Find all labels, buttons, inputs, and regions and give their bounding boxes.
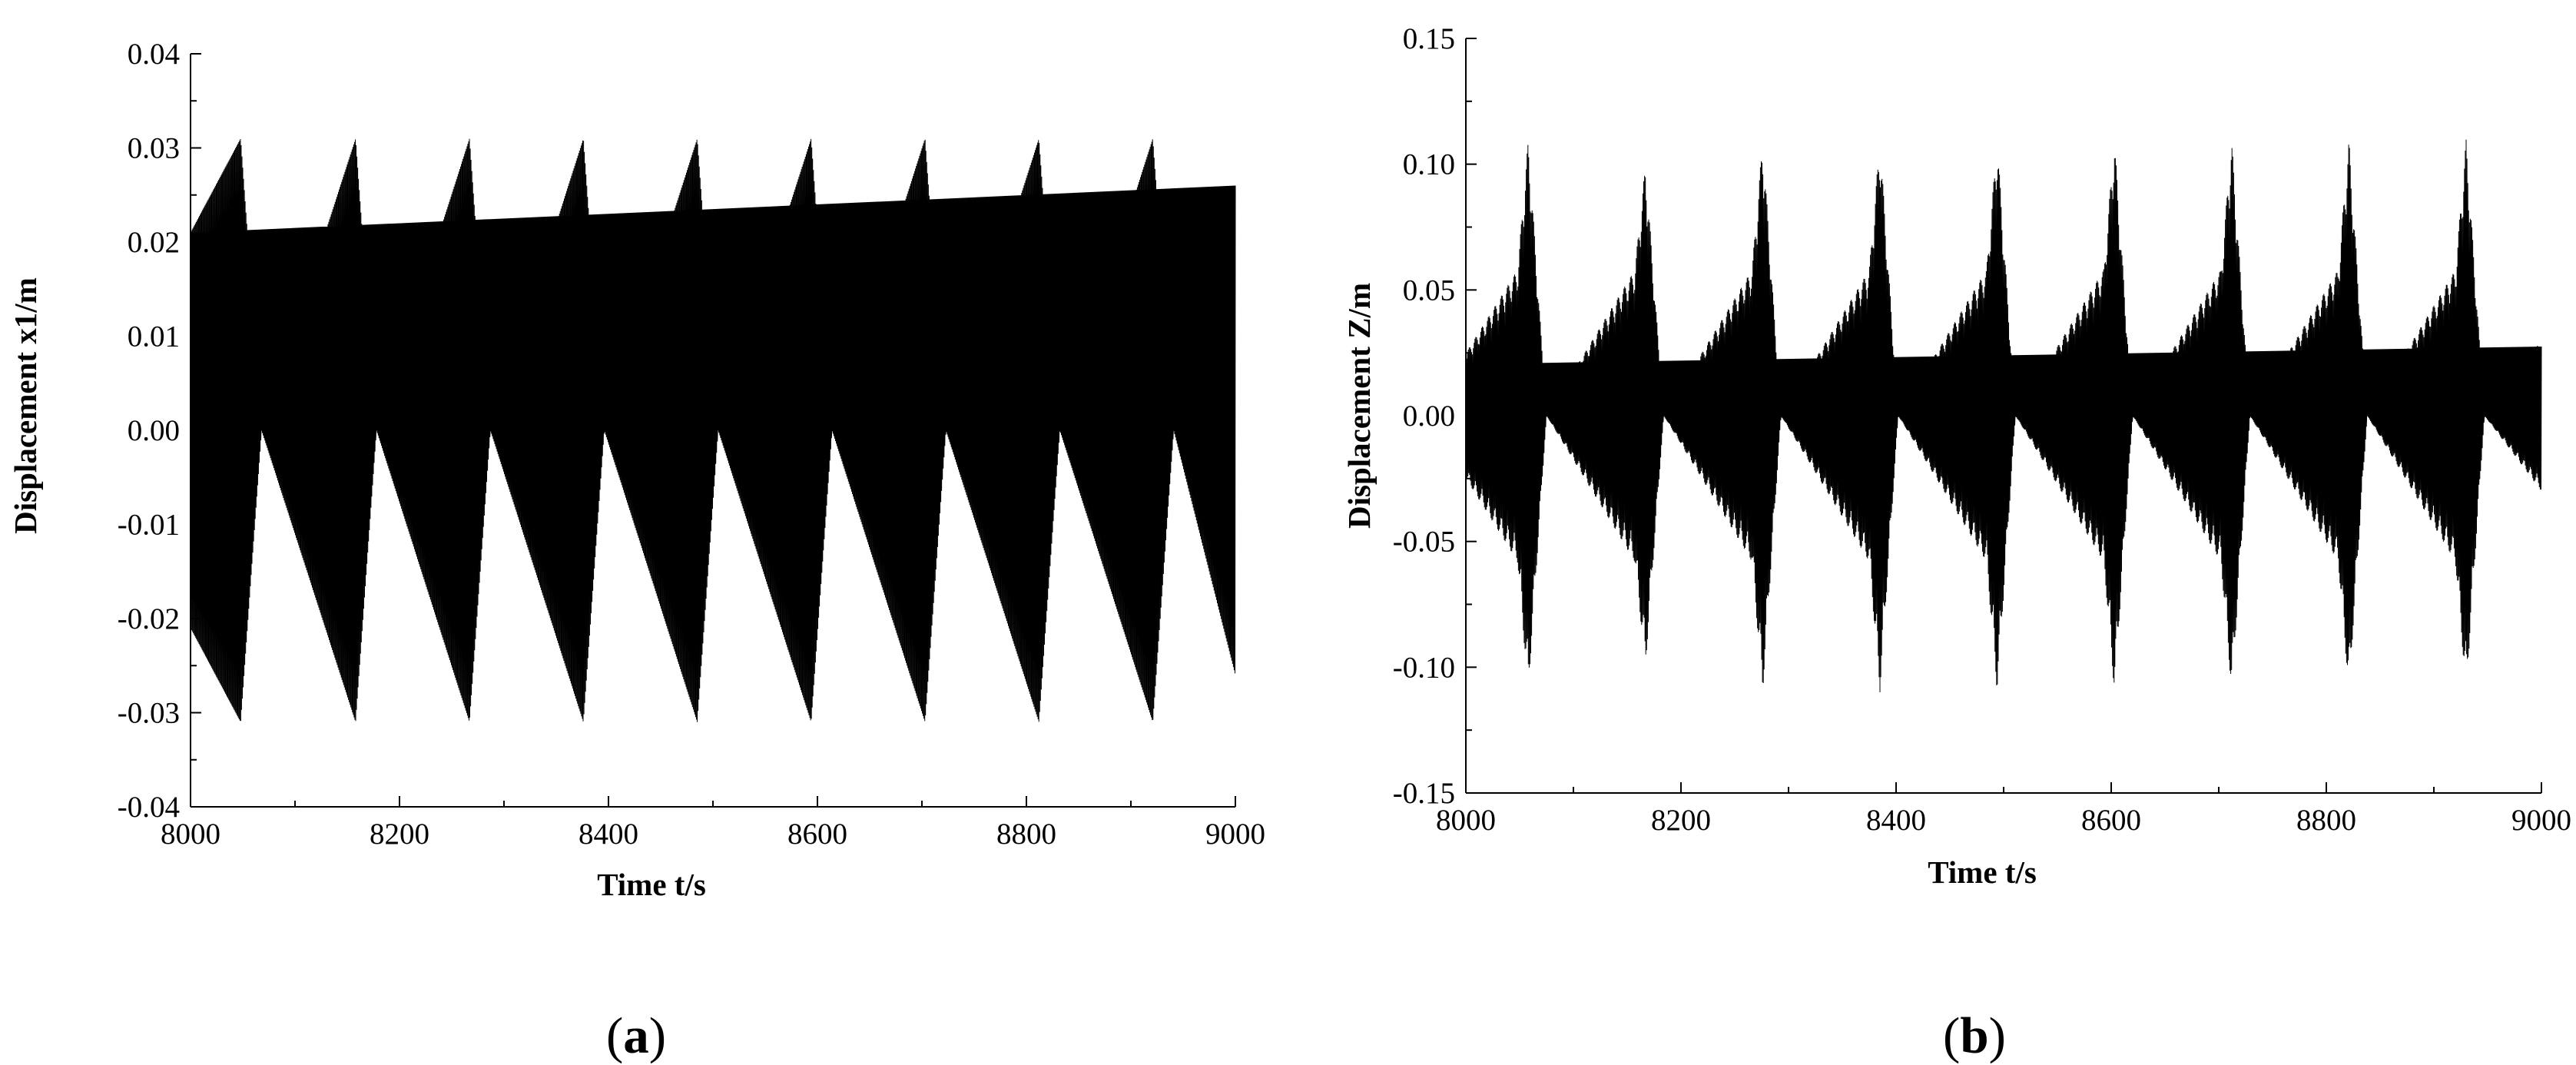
y-tick-label: 0.02	[128, 226, 180, 259]
x-tick-label: 8800	[996, 818, 1056, 851]
y-tick-label: 0.04	[128, 38, 180, 71]
y-tick-label: 0.01	[128, 320, 180, 353]
y-tick-label: -0.04	[118, 791, 180, 824]
signal-waveform-b	[1465, 139, 2542, 692]
y-tick-label: -0.05	[1393, 526, 1455, 559]
x-tick-labels-a: 8000 8200 8400 8600 8800 9000	[161, 818, 1265, 851]
y-tick-label: 0.15	[1403, 22, 1455, 55]
y-axis-title-b: Displacement Z/m	[1341, 283, 1377, 529]
axes-frame-a	[190, 53, 1236, 808]
y-tick-label: -0.15	[1393, 777, 1455, 810]
y-tick-label: 0.05	[1403, 274, 1455, 307]
x-axis-title-b: Time t/s	[1928, 854, 2037, 890]
y-tick-labels-b: -0.15 -0.10 -0.05 0.00 0.05 0.10 0.15	[1393, 22, 1455, 810]
chart-panel-a: -0.04 -0.03 -0.02 -0.01 0.00 0.01 0.02 0.03 0.04…	[8, 38, 1265, 1064]
signal-waveform-a	[190, 138, 1236, 722]
x-tick-label: 8400	[1866, 804, 1926, 837]
axes-frame-b	[1465, 38, 2542, 794]
x-tick-label: 8000	[1436, 804, 1496, 837]
y-tick-label: -0.03	[118, 697, 180, 730]
y-tick-label: 0.00	[128, 414, 180, 447]
y-tick-label: -0.02	[118, 602, 180, 635]
y-tick-label: 0.00	[1403, 400, 1455, 433]
y-tick-label: 0.03	[128, 132, 180, 165]
x-tick-label: 8600	[2081, 804, 2141, 837]
x-tick-label: 8600	[787, 818, 847, 851]
x-tick-label: 8200	[1651, 804, 1711, 837]
y-tick-label: 0.10	[1403, 148, 1455, 181]
x-tick-label: 8400	[579, 818, 638, 851]
x-tick-label: 8000	[161, 818, 220, 851]
y-tick-labels-a: -0.04 -0.03 -0.02 -0.01 0.00 0.01 0.02 0.03 0.04	[118, 38, 180, 824]
y-axis-title-a: Displacement x1/m	[8, 277, 43, 534]
x-tick-label: 9000	[1205, 818, 1265, 851]
y-tick-label: -0.01	[118, 509, 180, 542]
x-tick-labels-b: 8000 8200 8400 8600 8800 9000	[1436, 804, 2571, 837]
x-tick-label: 9000	[2511, 804, 2571, 837]
x-tick-label: 8800	[2296, 804, 2356, 837]
panel-label-a: (a)	[606, 1007, 666, 1064]
y-tick-label: -0.10	[1393, 651, 1455, 684]
x-axis-title-a: Time t/s	[597, 867, 706, 902]
panel-label-b: (b)	[1943, 1007, 2006, 1064]
chart-panel-b: -0.15 -0.10 -0.05 0.00 0.05 0.10 0.15 8000 8200…	[1341, 22, 2571, 1064]
x-tick-label: 8200	[370, 818, 429, 851]
